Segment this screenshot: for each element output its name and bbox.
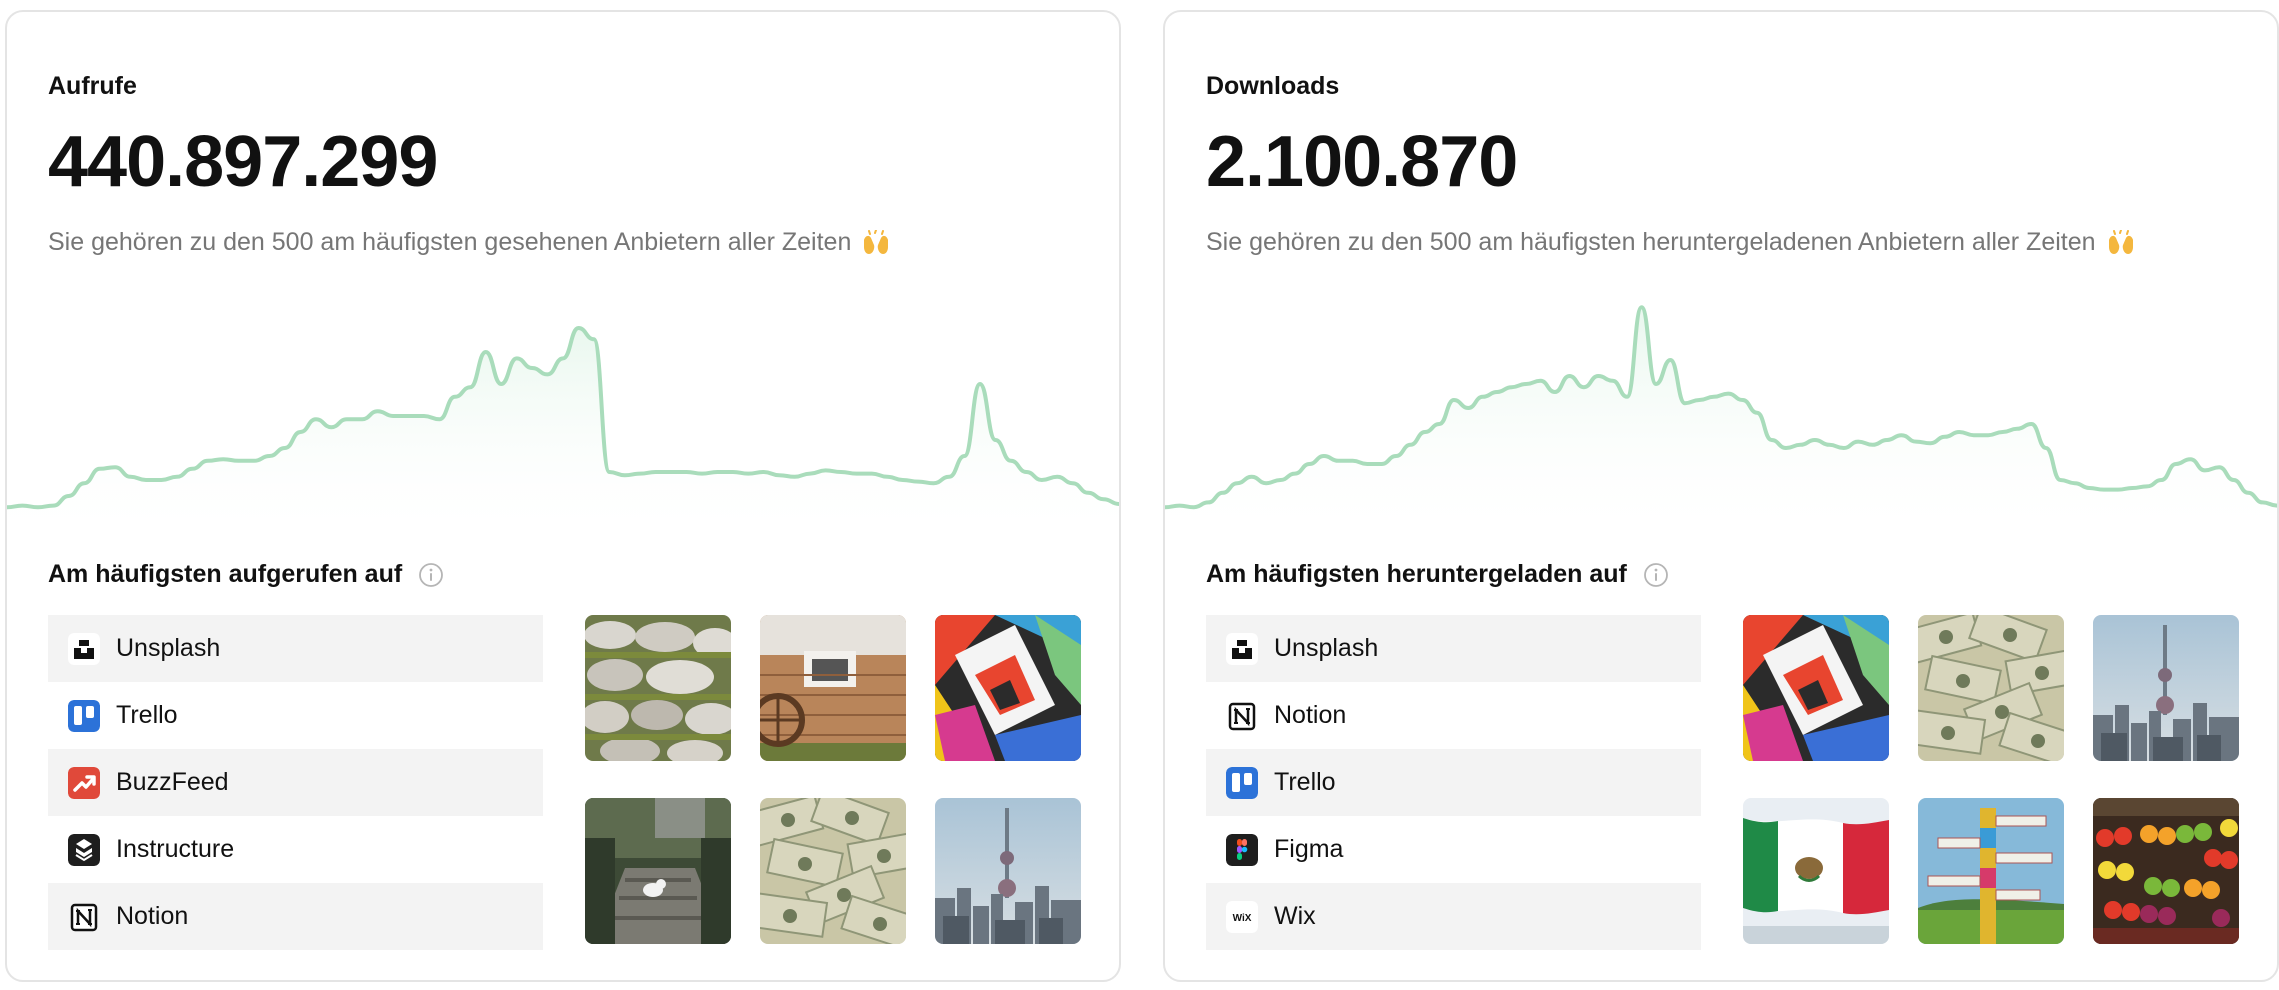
instructure-logo-icon (68, 833, 100, 866)
svg-text:WiX: WiX (1233, 913, 1252, 924)
trello-logo-icon (1226, 766, 1258, 799)
card-label: Aufrufe (48, 72, 137, 100)
photo-geometric-mural[interactable] (935, 615, 1081, 761)
card-value: 2.100.870 (1206, 122, 1518, 202)
photo-grid (585, 615, 1081, 947)
section-title: Am häufigsten aufgerufen auf (48, 560, 444, 589)
platform-item-trello[interactable]: Trello (48, 682, 543, 749)
platform-item-notion[interactable]: Notion (48, 883, 543, 950)
photo-fruit-market[interactable] (2093, 798, 2239, 944)
platform-name: Figma (1274, 835, 1344, 863)
photo-garden-stairs-cat[interactable] (585, 798, 731, 944)
photo-dollar-bills[interactable] (1918, 615, 2064, 761)
buzzfeed-logo-icon (68, 766, 100, 799)
platform-item-unsplash[interactable]: Unsplash (48, 615, 543, 682)
sparkline-line (7, 326, 1119, 510)
platform-name: Instructure (116, 835, 235, 863)
platform-name: Notion (116, 902, 189, 930)
photo-signpost-pole[interactable] (1918, 798, 2064, 944)
sparkline-area (1165, 307, 2277, 542)
info-icon[interactable] (1643, 562, 1669, 588)
photo-mexican-flag[interactable] (1743, 798, 1889, 944)
notion-logo-icon (68, 901, 100, 933)
platform-name: Unsplash (1274, 634, 1379, 662)
platform-name: Notion (1274, 701, 1347, 729)
trello-logo-icon (68, 699, 100, 732)
platform-list: Unsplash Trello BuzzFeed Instructure Not… (48, 615, 543, 950)
card-description: Sie gehören zu den 500 am häufigsten ges… (48, 228, 891, 257)
views-sparkline (7, 326, 1119, 542)
figma-logo-icon (1226, 833, 1258, 866)
info-icon[interactable] (418, 562, 444, 588)
description-text: Sie gehören zu den 500 am häufigsten her… (1206, 228, 2096, 256)
platform-name: Trello (1274, 768, 1336, 796)
card-description: Sie gehören zu den 500 am häufigsten her… (1206, 228, 2136, 257)
platform-item-notion[interactable]: Notion (1206, 682, 1701, 749)
card-label: Downloads (1206, 72, 1340, 100)
photo-geometric-mural[interactable] (1743, 615, 1889, 761)
downloads-card: Downloads 2.100.870 Sie gehören zu den 5… (1163, 10, 2279, 982)
platform-item-buzzfeed[interactable]: BuzzFeed (48, 749, 543, 816)
platform-name: Wix (1274, 902, 1316, 930)
notion-logo-icon (1226, 700, 1258, 732)
views-card: Aufrufe 440.897.299 Sie gehören zu den 5… (5, 10, 1121, 982)
photo-rustic-brick-wall-window[interactable] (760, 615, 906, 761)
platform-item-unsplash[interactable]: Unsplash (1206, 615, 1701, 682)
photo-mossy-stone-wall[interactable] (585, 615, 731, 761)
photo-city-skyline-tower[interactable] (2093, 615, 2239, 761)
card-value: 440.897.299 (48, 122, 438, 202)
section-title: Am häufigsten heruntergeladen auf (1206, 560, 1669, 589)
photo-dollar-bills[interactable] (760, 798, 906, 944)
section-title-text: Am häufigsten aufgerufen auf (48, 560, 403, 588)
unsplash-logo-icon (68, 632, 100, 665)
platform-item-wix[interactable]: WiX Wix (1206, 883, 1701, 950)
photo-city-skyline-tower[interactable] (935, 798, 1081, 944)
platform-name: BuzzFeed (116, 768, 229, 796)
section-title-text: Am häufigsten heruntergeladen auf (1206, 560, 1627, 588)
sparkline-line (1165, 305, 2277, 510)
description-text: Sie gehören zu den 500 am häufigsten ges… (48, 228, 852, 256)
raising-hands-icon (2106, 228, 2136, 256)
platform-item-trello[interactable]: Trello (1206, 749, 1701, 816)
downloads-sparkline (1165, 305, 2277, 542)
platform-name: Unsplash (116, 634, 221, 662)
raising-hands-icon (861, 228, 891, 256)
platform-name: Trello (116, 701, 178, 729)
unsplash-logo-icon (1226, 632, 1258, 665)
platform-item-figma[interactable]: Figma (1206, 816, 1701, 883)
platform-item-instructure[interactable]: Instructure (48, 816, 543, 883)
wix-logo-icon: WiX (1226, 900, 1258, 933)
sparkline-area (7, 328, 1119, 542)
platform-list: Unsplash Notion Trello Figma WiX Wix (1206, 615, 1701, 950)
photo-grid (1743, 615, 2239, 947)
